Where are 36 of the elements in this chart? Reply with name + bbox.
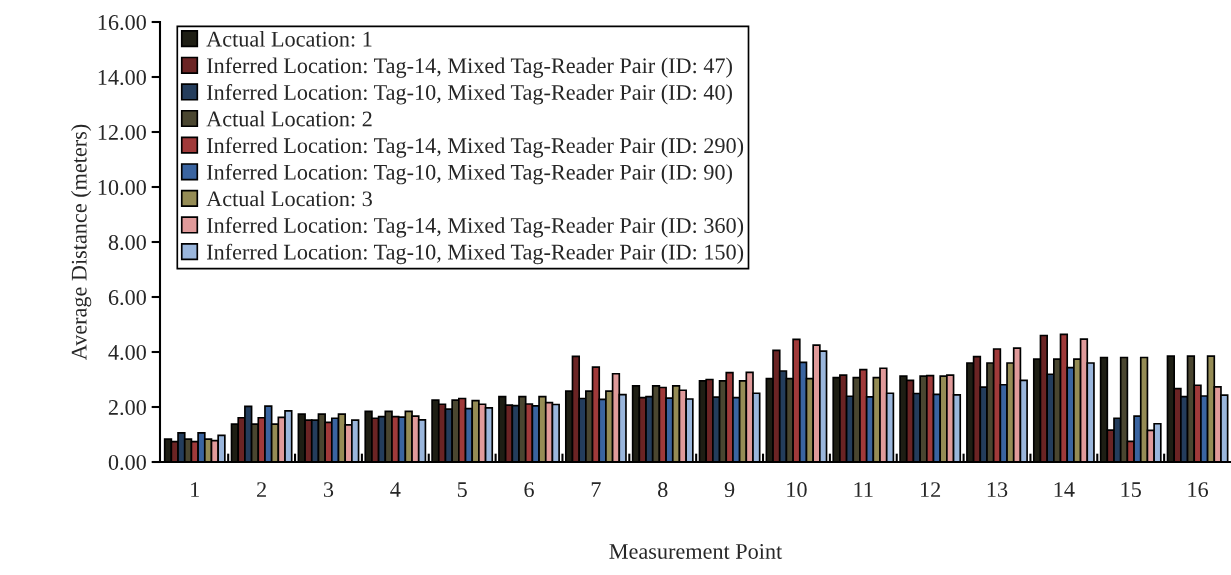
x-tick-label: 1 bbox=[191, 482, 199, 497]
x-tick-label: 6 bbox=[524, 482, 534, 498]
y-axis-title: Average Distance (meters) bbox=[71, 124, 92, 361]
y-tick-label: 2.00 bbox=[108, 399, 146, 416]
legend-label: Inferred Location: Tag-14, Mixed Tag-Reader Pair (ID: 47) bbox=[206, 57, 732, 78]
y-tick-label: 4.00 bbox=[108, 344, 146, 361]
y-tick-label: 10.00 bbox=[98, 179, 146, 196]
x-tick-label: 4 bbox=[390, 482, 401, 497]
x-axis-title: Measurement Point bbox=[609, 543, 783, 559]
legend-label: Inferred Location: Tag-14, Mixed Tag-Reader Pair (ID: 360) bbox=[206, 217, 744, 238]
x-tick-label: 13 bbox=[987, 482, 1008, 498]
legend-label: Inferred Location: Tag-14, Mixed Tag-Reader Pair (ID: 290) bbox=[206, 137, 744, 158]
x-tick-label: 5 bbox=[457, 482, 467, 498]
x-tick-label: 14 bbox=[1054, 482, 1075, 497]
y-tick-label: 8.00 bbox=[108, 234, 146, 251]
legend-label: Inferred Location: Tag-10, Mixed Tag-Reader Pair (ID: 90) bbox=[206, 163, 732, 185]
legend-label: Inferred Location: Tag-10, Mixed Tag-Reader Pair (ID: 40) bbox=[206, 84, 732, 105]
x-tick-label: 2 bbox=[257, 482, 266, 497]
legend-label: Inferred Location: Tag-10, Mixed Tag-Reader Pair (ID: 150) bbox=[206, 243, 744, 265]
x-tick-label: 7 bbox=[591, 482, 601, 497]
x-tick-label: 3 bbox=[323, 482, 334, 498]
x-tick-label: 9 bbox=[724, 482, 735, 498]
x-tick-label: 11 bbox=[854, 482, 873, 497]
y-tick-label: 0.00 bbox=[108, 454, 146, 471]
x-tick-label: 10 bbox=[787, 482, 807, 498]
x-tick-label: 12 bbox=[921, 482, 941, 497]
legend-label: Actual Location: 1 bbox=[206, 31, 372, 47]
y-tick-label: 6.00 bbox=[108, 289, 146, 306]
legend-label: Actual Location: 3 bbox=[206, 190, 372, 207]
x-tick-label: 8 bbox=[658, 482, 668, 498]
x-tick-label: 15 bbox=[1121, 482, 1141, 498]
x-tick-label: 16 bbox=[1188, 482, 1209, 498]
legend-label: Actual Location: 2 bbox=[206, 110, 372, 127]
y-tick-label: 16.00 bbox=[98, 14, 146, 31]
y-tick-label: 14.00 bbox=[98, 69, 146, 86]
y-tick-label: 12.00 bbox=[98, 124, 146, 141]
